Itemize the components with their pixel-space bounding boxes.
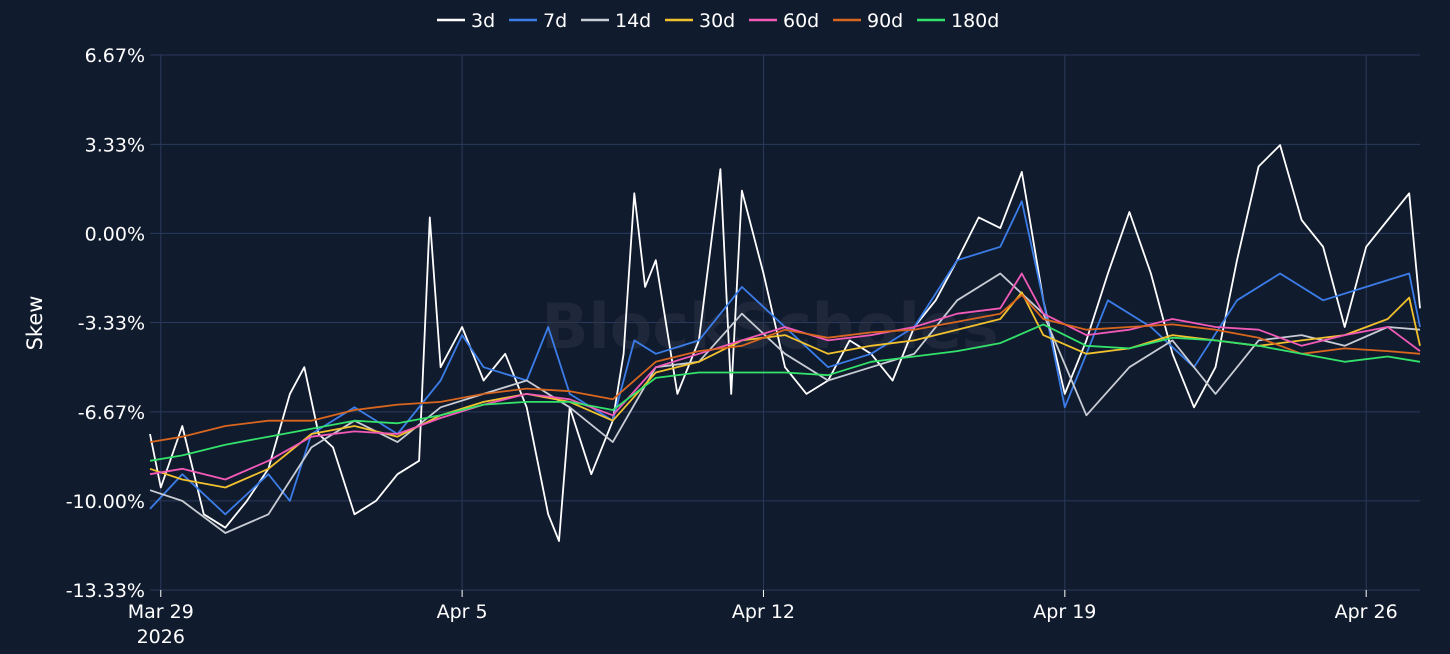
y-axis-label: Skew bbox=[23, 296, 47, 351]
legend-label: 3d bbox=[471, 10, 495, 32]
y-tick-label: 6.67% bbox=[85, 45, 145, 67]
x-axis-ticks: Mar 29 Apr 5 Apr 12 Apr 19 Apr 26 2026 bbox=[128, 590, 1398, 648]
legend[interactable]: 3d 7d 14d 30d 60d 90d 180d bbox=[437, 10, 999, 32]
x-tick-label: Apr 5 bbox=[437, 601, 488, 623]
legend-item-30d[interactable]: 30d bbox=[665, 10, 735, 32]
y-tick-label: 0.00% bbox=[85, 223, 145, 245]
legend-label: 30d bbox=[699, 10, 735, 32]
y-tick-label: -6.67% bbox=[78, 402, 145, 424]
y-tick-label: -3.33% bbox=[78, 313, 145, 335]
series-line-3d bbox=[149, 144, 1421, 542]
legend-item-60d[interactable]: 60d bbox=[749, 10, 819, 32]
y-axis-ticks: 6.67% 3.33% 0.00% -3.33% -6.67% -10.00% -13.33… bbox=[66, 45, 145, 602]
legend-item-7d[interactable]: 7d bbox=[509, 10, 567, 32]
legend-label: 7d bbox=[543, 10, 567, 32]
y-tick-label: -10.00% bbox=[66, 491, 145, 513]
x-tick-label: Mar 29 bbox=[128, 601, 194, 623]
series-line-7d bbox=[149, 200, 1421, 516]
grid bbox=[150, 54, 1420, 591]
series-lines bbox=[149, 144, 1421, 542]
legend-label: 180d bbox=[951, 10, 999, 32]
series-line-180d bbox=[149, 323, 1421, 462]
x-tick-year-label: 2026 bbox=[137, 626, 185, 648]
legend-label: 60d bbox=[783, 10, 819, 32]
legend-item-90d[interactable]: 90d bbox=[833, 10, 903, 32]
x-tick-label: Apr 26 bbox=[1335, 601, 1398, 623]
x-tick-label: Apr 19 bbox=[1033, 601, 1096, 623]
y-tick-label: 3.33% bbox=[85, 134, 145, 156]
legend-label: 14d bbox=[615, 10, 651, 32]
legend-item-14d[interactable]: 14d bbox=[581, 10, 651, 32]
x-tick-label: Apr 12 bbox=[732, 601, 795, 623]
series-line-90d bbox=[149, 293, 1421, 443]
legend-label: 90d bbox=[867, 10, 903, 32]
legend-item-3d[interactable]: 3d bbox=[437, 10, 495, 32]
y-tick-label: -13.33% bbox=[66, 580, 145, 602]
legend-item-180d[interactable]: 180d bbox=[917, 10, 999, 32]
